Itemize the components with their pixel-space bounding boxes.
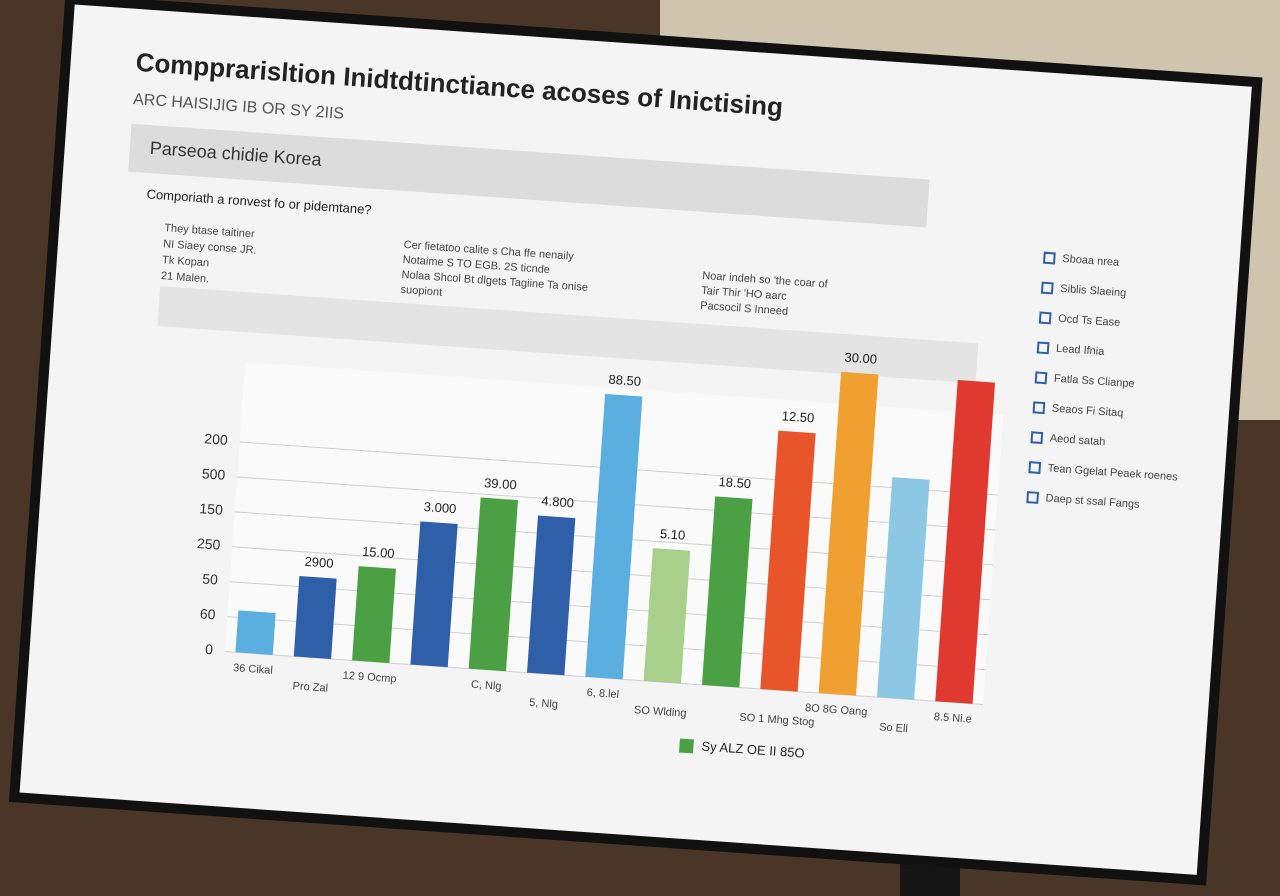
y-tick-label: 250 <box>197 535 222 553</box>
footer-swatch <box>678 738 694 754</box>
bar-annotation: 15.00 <box>362 544 396 561</box>
bar <box>701 496 753 688</box>
legend-swatch <box>1034 371 1048 385</box>
bar <box>293 576 337 659</box>
middle-note: suopiont <box>400 284 442 299</box>
bar-annotation: 39.00 <box>484 475 518 492</box>
y-tick-label: 500 <box>201 465 226 483</box>
legend-swatch <box>1042 251 1056 265</box>
bar <box>235 610 276 655</box>
x-tick-label: 8O 8G Oang <box>805 702 868 718</box>
legend-label: Aeod satah <box>1049 432 1105 448</box>
poster: Compprarisltion Inidtdtinctiance acoses … <box>8 0 1263 886</box>
legend-label: Siblis Slaeing <box>1060 283 1127 300</box>
y-tick-label: 150 <box>199 500 224 518</box>
x-tick-label: SO Wlding <box>634 704 687 720</box>
legend-swatch <box>1036 341 1050 355</box>
bar <box>352 566 396 664</box>
bar-annotation: 3.000 <box>423 499 457 516</box>
legend-swatch <box>1038 311 1052 325</box>
bar-annotation: 18.50 <box>718 474 752 491</box>
right-note: Tair Thir 'HO aarc <box>701 285 788 303</box>
x-tick-label: 12 9 Ocmp <box>342 670 397 686</box>
panel-header <box>128 123 930 228</box>
bar-annotation: 88.50 <box>608 372 642 389</box>
bar-annotation: 4.800 <box>541 493 575 510</box>
legend-swatch <box>1040 281 1054 295</box>
x-tick-label: 8.5 Ni.e <box>933 711 972 726</box>
x-tick-label: SO 1 Mhg Stog <box>739 712 815 729</box>
bar <box>643 548 691 684</box>
legend-swatch <box>1032 401 1046 415</box>
legend-label: Seaos Fi Sitaq <box>1051 403 1123 420</box>
x-tick-label: C, Nlg <box>471 679 502 693</box>
bar-annotation: 5.10 <box>660 526 686 543</box>
bar <box>585 393 643 680</box>
x-tick-label: Pro Zal <box>292 680 328 694</box>
legend-label: Sboaa nrea <box>1062 253 1120 269</box>
x-tick-label: 5, Nlg <box>529 697 559 711</box>
legend-swatch <box>1026 491 1040 504</box>
note: 21 Malen. <box>161 270 210 285</box>
bar-annotation: 2900 <box>304 554 334 571</box>
y-tick-label: 60 <box>199 605 216 622</box>
x-tick-label: 36 Cikal <box>233 662 273 677</box>
x-tick-label: 6, 8.lel <box>586 687 619 701</box>
bar-annotation: 12.50 <box>781 408 815 425</box>
legend-swatch <box>1028 461 1042 474</box>
footer-legend: Sy ALZ OE II 85O <box>701 738 805 760</box>
legend-label: Ocd Ts Ease <box>1058 313 1121 329</box>
legend-swatch <box>1030 431 1044 445</box>
bar <box>935 379 996 704</box>
y-tick-label: 200 <box>204 430 229 448</box>
bar-annotation: 30.00 <box>844 349 878 366</box>
legend-label: Lead Ifnia <box>1056 343 1106 358</box>
bar <box>468 497 518 672</box>
bar <box>876 477 930 700</box>
note: Tk Kopan <box>162 254 210 269</box>
bar <box>760 430 816 692</box>
bar <box>410 521 458 668</box>
bar <box>818 371 879 696</box>
legend-label: Fatla Ss Clianpe <box>1054 373 1135 391</box>
bar <box>527 515 576 676</box>
y-tick-label: 0 <box>205 641 214 658</box>
x-tick-label: So Ell <box>879 721 909 735</box>
y-tick-label: 50 <box>202 571 219 588</box>
band <box>157 286 979 384</box>
